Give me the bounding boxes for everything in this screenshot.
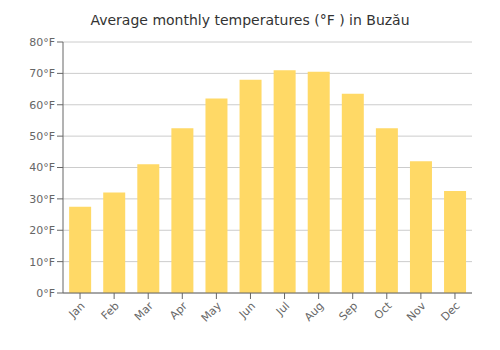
svg-text:60°F: 60°F [29,99,55,112]
svg-text:10°F: 10°F [29,256,55,269]
svg-text:Jun: Jun [236,299,258,321]
svg-text:Jul: Jul [273,299,292,318]
svg-text:40°F: 40°F [29,161,55,174]
html-text:Average monthly temperatures (: Average monthly temperatures (°F ) in Bu… [90,12,410,28]
svg-text:Feb: Feb [99,299,122,322]
svg-text:Sep: Sep [336,299,360,323]
svg-text:Mar: Mar [132,299,156,323]
svg-text:Nov: Nov [404,299,429,324]
svg-text:20°F: 20°F [29,224,55,237]
svg-text:30°F: 30°F [29,193,55,206]
svg-text:0°F: 0°F [36,287,55,300]
svg-text:May: May [199,299,225,325]
svg-text:Jan: Jan [66,299,88,321]
svg-text:Aug: Aug [302,299,326,323]
svg-text:Oct: Oct [372,299,395,322]
svg-text:Dec: Dec [438,299,462,323]
svg-text:70°F: 70°F [29,67,55,80]
svg-text:80°F: 80°F [29,36,55,49]
svg-text:Apr: Apr [167,299,190,322]
svg-text:50°F: 50°F [29,130,55,143]
